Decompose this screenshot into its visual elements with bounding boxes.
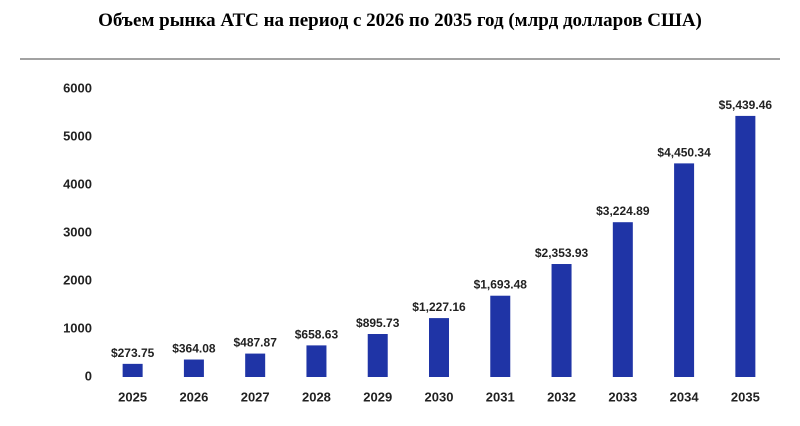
value-label: $1,693.48 [474, 278, 528, 292]
value-label: $658.63 [295, 327, 339, 341]
y-tick-label: 5000 [63, 128, 92, 143]
x-tick-label: 2035 [731, 389, 760, 404]
bar [735, 115, 756, 378]
x-tick-label: 2034 [670, 389, 700, 404]
bar [367, 334, 388, 377]
y-tick-label: 0 [85, 368, 92, 383]
x-tick-label: 2026 [179, 389, 208, 404]
x-tick-label: 2032 [547, 389, 576, 404]
bar [429, 318, 449, 377]
x-tick-label: 2030 [425, 389, 454, 404]
bar [183, 359, 204, 377]
bar [490, 295, 511, 377]
value-label: $2,353.93 [535, 246, 589, 260]
value-label: $364.08 [172, 342, 216, 356]
value-label: $487.87 [233, 336, 277, 350]
x-tick-label: 2031 [486, 389, 515, 404]
y-tick-label: 3000 [63, 224, 92, 239]
bar [551, 264, 572, 377]
x-tick-label: 2028 [302, 389, 331, 404]
y-tick-label: 2000 [63, 272, 92, 287]
bar [122, 363, 143, 377]
y-tick-label: 6000 [63, 80, 92, 95]
value-label: $3,224.89 [596, 204, 650, 218]
bar [674, 163, 695, 377]
bar [306, 345, 327, 377]
bar [245, 353, 266, 377]
value-label: $4,450.34 [657, 145, 711, 159]
value-label: $895.73 [356, 316, 400, 330]
x-tick-label: 2025 [118, 389, 147, 404]
value-label: $5,439.46 [719, 98, 773, 112]
chart-title: Объем рынка АТС на период с 2026 по 2035… [98, 10, 702, 31]
x-tick-label: 2033 [608, 389, 637, 404]
y-tick-label: 1000 [63, 320, 92, 335]
x-tick-label: 2029 [363, 389, 392, 404]
value-label: $1,227.16 [412, 300, 466, 314]
y-tick-label: 4000 [63, 176, 92, 191]
x-tick-label: 2027 [241, 389, 270, 404]
value-label: $273.75 [111, 346, 155, 360]
bar [612, 222, 633, 377]
